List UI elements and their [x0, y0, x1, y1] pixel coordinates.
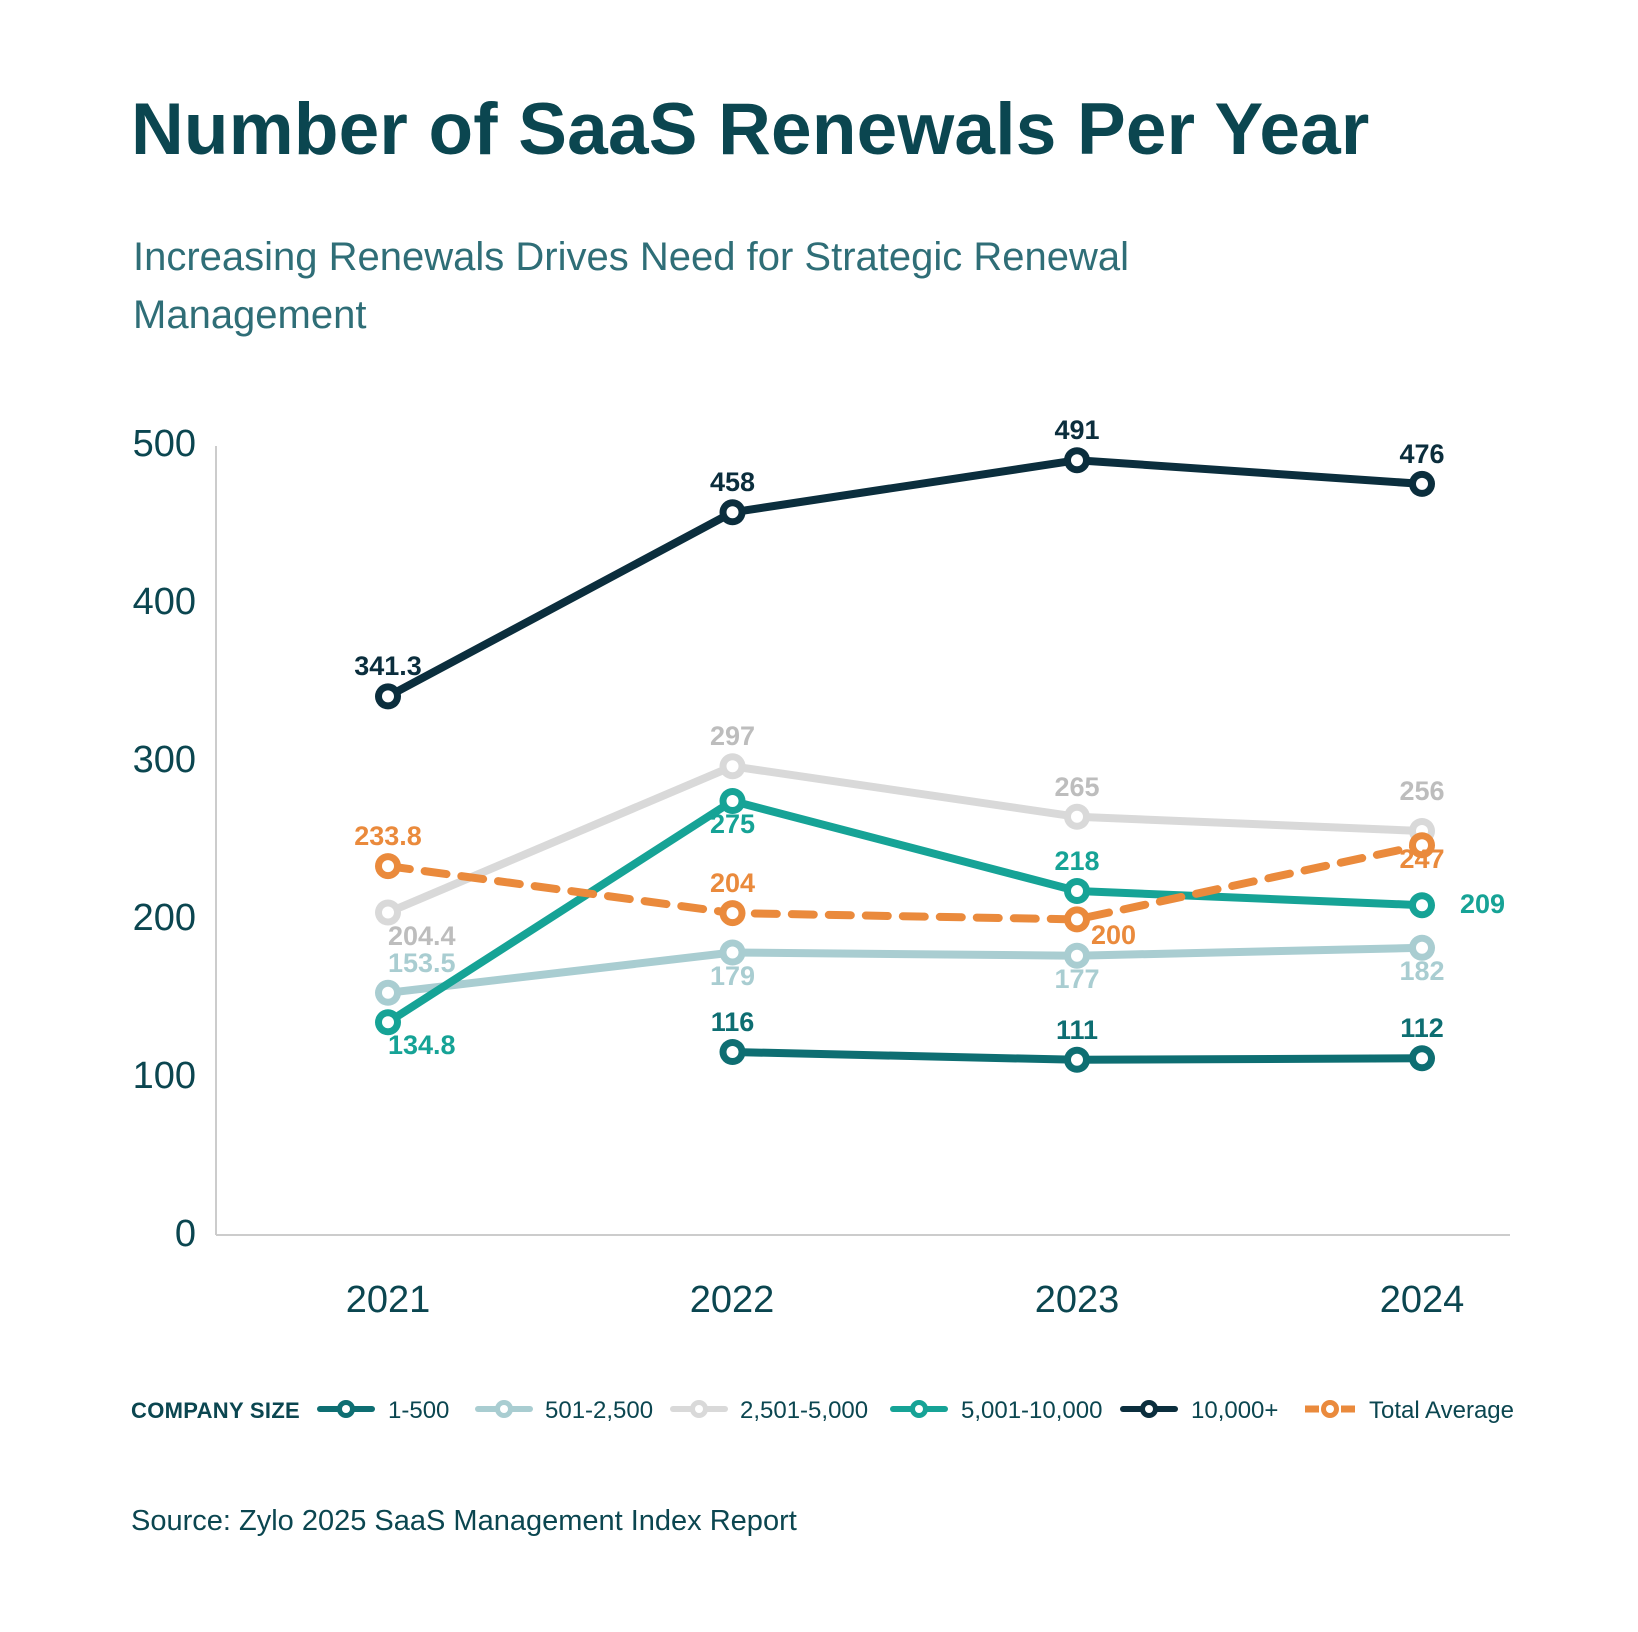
svg-text:218: 218	[1054, 846, 1099, 876]
svg-text:1-500: 1-500	[388, 1397, 449, 1424]
svg-text:112: 112	[1400, 1013, 1444, 1043]
svg-text:204: 204	[710, 868, 755, 898]
svg-text:5,001-10,000: 5,001-10,000	[961, 1397, 1102, 1424]
svg-text:Total Average: Total Average	[1369, 1397, 1514, 1424]
svg-text:265: 265	[1054, 772, 1099, 802]
svg-text:275: 275	[710, 809, 755, 839]
svg-text:209: 209	[1460, 889, 1505, 919]
svg-text:2022: 2022	[690, 1279, 775, 1321]
svg-text:200: 200	[133, 897, 196, 939]
svg-text:134.8: 134.8	[388, 1030, 456, 1060]
svg-text:200: 200	[1091, 920, 1136, 950]
svg-text:116: 116	[711, 1007, 755, 1037]
svg-text:2021: 2021	[346, 1279, 431, 1321]
svg-text:100: 100	[133, 1055, 196, 1097]
svg-text:111: 111	[1056, 1015, 1098, 1045]
svg-text:476: 476	[1399, 439, 1444, 469]
svg-text:247: 247	[1399, 844, 1444, 874]
svg-text:182: 182	[1399, 956, 1444, 986]
svg-text:0: 0	[175, 1213, 196, 1255]
svg-text:458: 458	[710, 467, 755, 497]
svg-text:491: 491	[1054, 415, 1099, 445]
svg-text:297: 297	[710, 721, 755, 751]
svg-text:400: 400	[133, 581, 196, 623]
svg-text:204.4: 204.4	[388, 921, 456, 951]
svg-text:153.5: 153.5	[388, 948, 456, 978]
svg-text:501-2,500: 501-2,500	[545, 1397, 653, 1424]
svg-text:2,501-5,000: 2,501-5,000	[740, 1397, 868, 1424]
svg-text:10,000+: 10,000+	[1191, 1397, 1278, 1424]
svg-text:2023: 2023	[1035, 1279, 1120, 1321]
svg-text:177: 177	[1054, 964, 1099, 994]
svg-text:2024: 2024	[1380, 1279, 1465, 1321]
svg-text:341.3: 341.3	[354, 651, 422, 681]
svg-text:233.8: 233.8	[354, 821, 422, 851]
svg-text:COMPANY SIZE: COMPANY SIZE	[131, 1398, 300, 1423]
svg-text:300: 300	[133, 739, 196, 781]
svg-text:256: 256	[1399, 776, 1444, 806]
svg-text:500: 500	[133, 423, 196, 465]
svg-text:179: 179	[710, 961, 755, 991]
